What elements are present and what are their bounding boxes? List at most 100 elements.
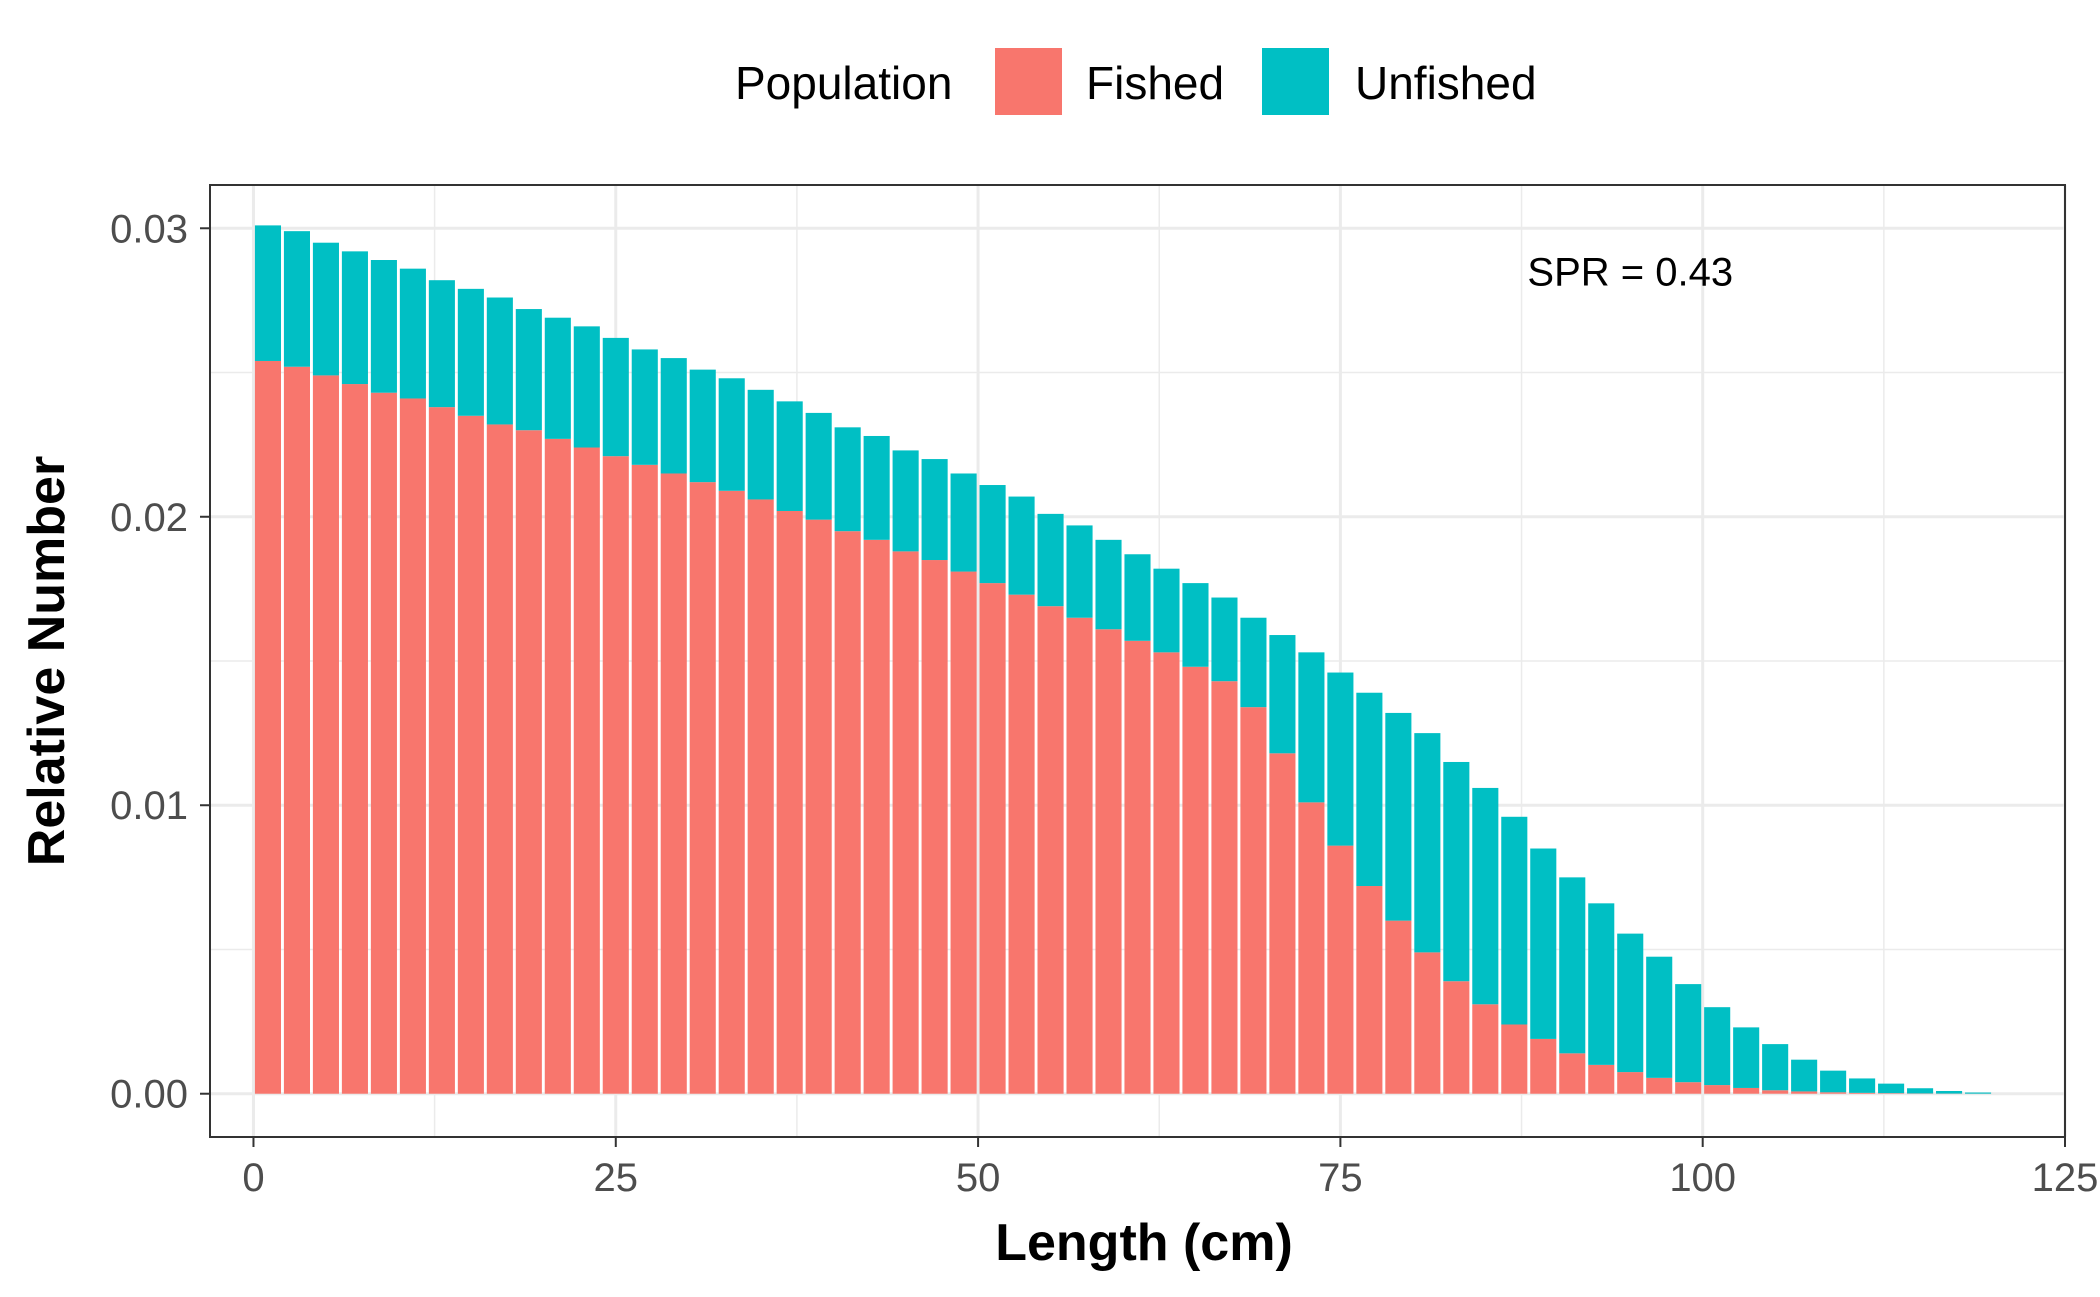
bar-fished (892, 551, 919, 1094)
bar-unfished (1443, 761, 1470, 982)
bar-unfished (1704, 1007, 1731, 1086)
bar-fished (1269, 753, 1296, 1094)
bar-fished (805, 519, 832, 1094)
bar-unfished (1878, 1083, 1905, 1094)
bar-fished (254, 360, 282, 1094)
bar-unfished (312, 242, 339, 376)
bar-fished (544, 438, 571, 1094)
x-axis-title: Length (cm) (995, 1214, 1293, 1272)
legend-label-unfished: Unfished (1355, 57, 1537, 109)
bar-unfished (1936, 1090, 1963, 1094)
bar-unfished (515, 309, 542, 431)
bar-unfished (834, 427, 861, 532)
bar-unfished (1211, 597, 1238, 682)
bar-unfished (544, 317, 571, 439)
y-tick-label: 0.00 (110, 1073, 188, 1117)
bar-unfished (1269, 635, 1296, 754)
legend-label-fished: Fished (1086, 57, 1224, 109)
bar-fished (1762, 1090, 1789, 1094)
bar-unfished (979, 485, 1006, 584)
bar-unfished (1472, 787, 1499, 1005)
bar-fished (1646, 1077, 1673, 1094)
bar-fished (1820, 1092, 1847, 1094)
bar-fished (515, 430, 542, 1094)
bar-fished (312, 375, 339, 1094)
bar-unfished (1066, 525, 1093, 618)
bar-fished (660, 473, 687, 1094)
bar-fished (950, 571, 977, 1094)
bar-unfished (1530, 848, 1557, 1039)
bar-fished (1008, 594, 1035, 1094)
bar-unfished (254, 225, 282, 361)
bar-unfished (863, 435, 890, 540)
bar-unfished (1849, 1078, 1876, 1093)
bar-fished (1588, 1064, 1615, 1094)
y-tick-label: 0.02 (110, 496, 188, 540)
bar-fished (1704, 1085, 1731, 1094)
x-tick-label: 25 (594, 1156, 639, 1200)
bar-unfished (1095, 539, 1122, 630)
bars (254, 225, 1992, 1094)
bar-unfished (1124, 554, 1151, 641)
bar-unfished (1240, 617, 1267, 708)
bar-unfished (399, 268, 426, 399)
bar-unfished (370, 260, 397, 393)
bar-fished (457, 415, 484, 1094)
bar-unfished (1762, 1044, 1789, 1091)
bar-unfished (718, 378, 745, 491)
bar-fished (1675, 1082, 1702, 1094)
bar-unfished (776, 401, 803, 511)
legend-key-unfished (1262, 48, 1329, 115)
bar-unfished (921, 459, 948, 561)
bar-fished (1153, 652, 1180, 1094)
bar-fished (979, 583, 1006, 1094)
bar-unfished (660, 358, 687, 474)
bar-unfished (1965, 1092, 1992, 1094)
bar-unfished (1182, 583, 1209, 667)
x-tick-label: 100 (1669, 1156, 1736, 1200)
bar-unfished (602, 337, 629, 457)
bar-fished (1066, 617, 1093, 1094)
x-tick-label: 0 (242, 1156, 264, 1200)
bar-unfished (341, 251, 368, 385)
y-tick-label: 0.01 (110, 784, 188, 828)
bar-fished (1559, 1053, 1586, 1094)
bar-fished (747, 499, 774, 1094)
bar-unfished (1646, 956, 1673, 1078)
bar-fished (1356, 886, 1383, 1094)
bar-unfished (1298, 652, 1325, 803)
bar-fished (863, 539, 890, 1094)
bar-fished (1037, 606, 1064, 1094)
bar-unfished (1501, 816, 1528, 1025)
bar-fished (1240, 707, 1267, 1094)
bar-unfished (1153, 568, 1180, 653)
bar-fished (1124, 640, 1151, 1094)
bar-unfished (1791, 1059, 1818, 1092)
bar-unfished (892, 450, 919, 552)
y-tick-label: 0.03 (110, 207, 188, 251)
bar-unfished (950, 473, 977, 572)
bar-fished (399, 398, 426, 1094)
bar-unfished (1907, 1088, 1934, 1094)
bar-fished (486, 424, 513, 1094)
bar-fished (1211, 681, 1238, 1094)
legend: Population Fished Unfished (735, 48, 1537, 115)
bar-fished (1501, 1024, 1528, 1094)
bar-fished (370, 392, 397, 1094)
bar-fished (1182, 666, 1209, 1094)
bar-fished (341, 384, 368, 1094)
bar-unfished (689, 369, 716, 483)
bar-unfished (1588, 903, 1615, 1065)
bar-unfished (283, 231, 310, 367)
bar-unfished (1356, 692, 1383, 887)
bar-unfished (1617, 933, 1644, 1073)
bar-fished (602, 456, 629, 1094)
bar-fished (1327, 845, 1354, 1094)
bar-unfished (457, 288, 484, 416)
bar-fished (283, 366, 310, 1094)
bar-unfished (428, 280, 455, 408)
bar-unfished (1559, 877, 1586, 1054)
bar-unfished (573, 326, 600, 448)
bar-unfished (1414, 733, 1441, 953)
